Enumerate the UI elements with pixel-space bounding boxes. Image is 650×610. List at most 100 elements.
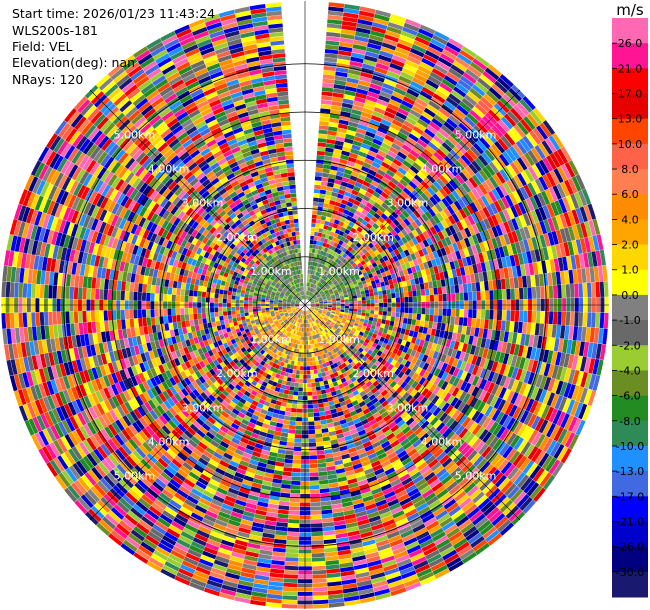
radar-gate xyxy=(342,318,347,322)
radar-gate xyxy=(322,275,327,280)
radar-gate xyxy=(538,323,545,337)
radar-gate xyxy=(418,241,426,250)
radar-gate xyxy=(603,281,609,297)
radar-gate xyxy=(394,154,405,164)
radar-gate xyxy=(449,277,455,286)
radar-gate xyxy=(503,267,509,279)
radar-gate xyxy=(397,193,406,202)
radar-gate xyxy=(467,190,477,202)
radar-gate xyxy=(524,443,535,458)
radar-gate xyxy=(561,284,566,298)
radar-gate xyxy=(536,125,549,140)
radar-gate xyxy=(315,303,320,305)
radar-gate xyxy=(314,231,319,237)
radar-gate xyxy=(407,223,415,232)
radar-gate xyxy=(479,318,485,329)
radar-gate xyxy=(432,214,441,224)
radar-gate xyxy=(309,287,313,292)
radar-gate xyxy=(433,368,441,377)
radar-gate xyxy=(387,370,394,378)
radar-gate xyxy=(332,256,338,262)
radar-gate xyxy=(513,104,526,119)
radar-gate xyxy=(308,425,315,430)
radar-gate xyxy=(452,223,460,233)
radar-gate xyxy=(379,257,385,264)
radar-gate xyxy=(460,229,468,239)
radar-gate xyxy=(334,315,339,319)
radar-gate xyxy=(326,139,336,145)
radar-gate xyxy=(517,344,525,357)
radar-gate xyxy=(323,288,328,292)
radar-gate xyxy=(380,359,387,366)
radar-gate xyxy=(487,359,495,371)
radar-gate xyxy=(512,453,524,467)
radar-gate xyxy=(337,127,347,134)
radar-gate xyxy=(429,416,439,426)
radar-gate xyxy=(392,326,398,332)
radar-gate xyxy=(468,421,479,433)
radar-gate xyxy=(487,382,496,394)
radar-gate xyxy=(432,407,442,417)
radar-gate xyxy=(309,287,312,292)
radar-gate xyxy=(382,82,395,91)
radar-gate xyxy=(449,324,455,333)
radar-gate xyxy=(344,168,353,175)
radar-gate xyxy=(379,90,392,99)
radar-gate xyxy=(314,285,318,290)
radar-gate xyxy=(471,355,478,365)
radar-gate xyxy=(368,123,379,131)
radar-gate xyxy=(531,180,541,195)
radar-gate xyxy=(403,312,409,319)
radar-gate xyxy=(437,315,443,323)
radar-gate xyxy=(372,138,383,146)
radar-gate xyxy=(560,181,570,197)
radar-gate xyxy=(406,254,413,262)
radar-gate xyxy=(283,389,290,395)
radar-gate xyxy=(323,302,328,304)
radar-gate xyxy=(470,452,481,465)
radar-gate xyxy=(550,393,560,408)
radar-gate xyxy=(465,179,475,191)
radar-gate xyxy=(282,475,292,481)
radar-gate xyxy=(579,387,588,404)
radar-gate xyxy=(382,290,387,295)
radar-gate xyxy=(444,138,456,150)
radar-gate xyxy=(351,203,359,210)
radar-gate xyxy=(363,216,371,223)
radar-gate xyxy=(412,125,424,136)
radar-gate xyxy=(574,402,584,418)
radar-gate xyxy=(302,336,305,341)
radar-gate xyxy=(331,321,336,326)
radar-gate xyxy=(365,154,376,162)
radar-gate xyxy=(454,160,465,171)
radar-gate xyxy=(276,418,284,424)
radar-gate xyxy=(486,349,493,360)
radar-gate xyxy=(429,226,438,235)
radar-gate xyxy=(575,419,586,436)
radar-gate xyxy=(543,219,552,233)
radar-gate xyxy=(312,201,319,207)
radar-gate xyxy=(336,305,341,308)
radar-gate xyxy=(562,256,569,271)
radar-gate xyxy=(359,287,365,292)
radar-gate xyxy=(458,171,469,182)
radar-gate xyxy=(308,274,311,279)
radar-gate xyxy=(582,405,592,421)
radar-gate xyxy=(377,126,388,135)
radar-gate xyxy=(375,103,387,111)
radar-gate xyxy=(482,134,494,147)
radar-gate xyxy=(340,268,345,274)
radar-gate xyxy=(350,56,364,64)
radar-gate xyxy=(288,424,296,430)
radar-gate xyxy=(368,264,374,270)
radar-gate xyxy=(327,309,332,312)
radar-gate xyxy=(383,188,392,196)
radar-gate xyxy=(325,252,330,258)
radar-gate xyxy=(413,40,429,50)
radar-gate xyxy=(455,125,467,137)
radar-gate xyxy=(471,188,481,200)
radar-gate xyxy=(331,246,337,252)
radar-gate xyxy=(378,122,390,131)
radar-gate xyxy=(400,275,406,282)
radar-gate xyxy=(548,135,561,151)
